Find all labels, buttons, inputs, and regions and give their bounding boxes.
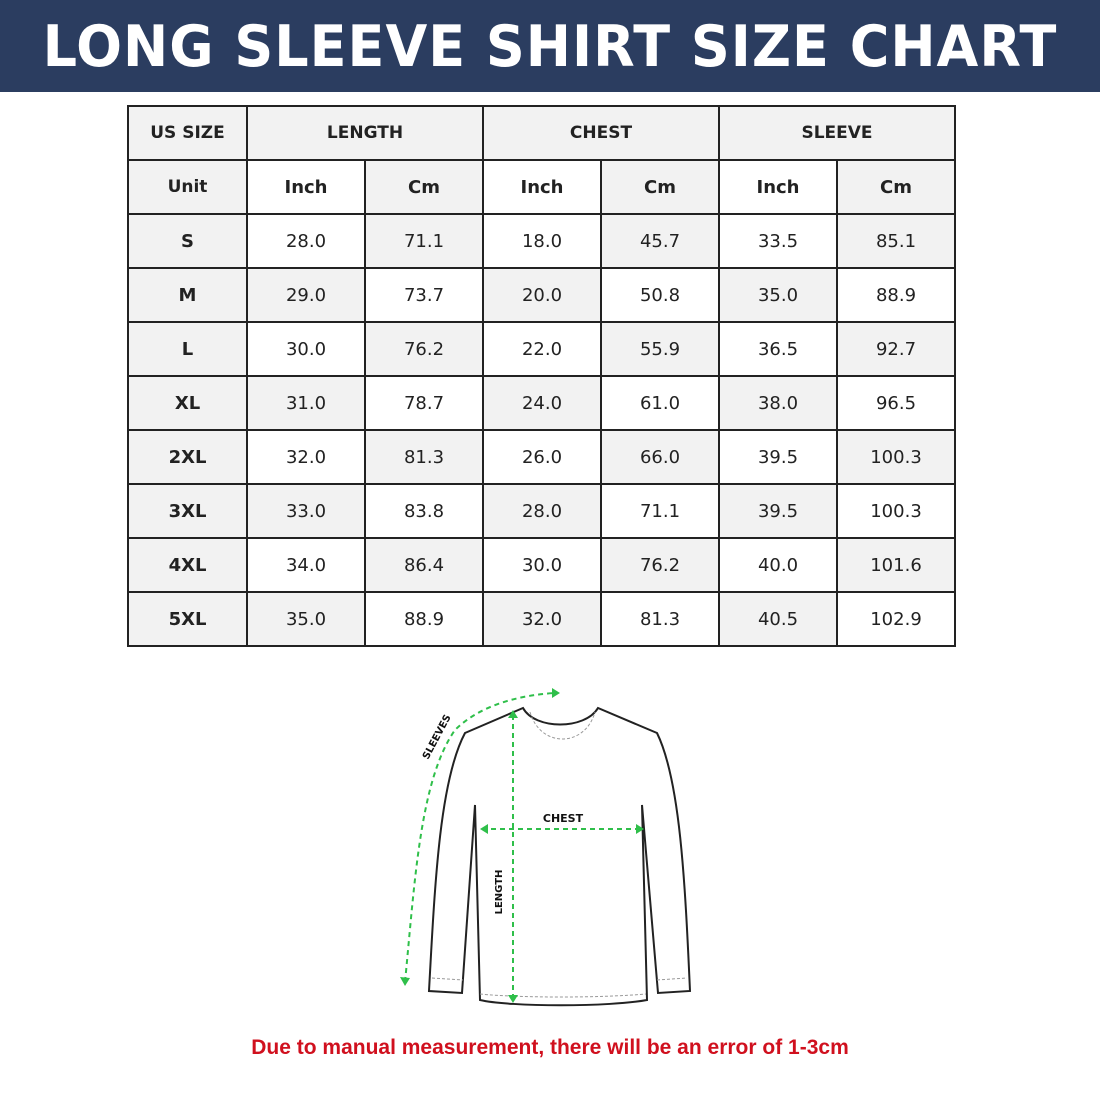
shirt-diagram: SLEEVES CHEST LENGTH — [400, 688, 692, 1007]
shirt-outline-icon — [427, 706, 692, 1007]
value-cell: 28.0 — [482, 483, 602, 539]
table-row: 2XL 32.0 81.3 26.0 66.0 39.5 100.3 — [127, 429, 956, 485]
value-cell: 100.3 — [836, 429, 956, 485]
value-cell: 102.9 — [836, 591, 956, 647]
value-cell: 73.7 — [364, 267, 484, 323]
unit-cell: Cm — [836, 159, 956, 215]
header-sleeve: SLEEVE — [718, 105, 956, 161]
value-cell: 76.2 — [600, 537, 720, 593]
value-cell: 20.0 — [482, 267, 602, 323]
value-cell: 50.8 — [600, 267, 720, 323]
table-row: L 30.0 76.2 22.0 55.9 36.5 92.7 — [127, 321, 956, 377]
sleeves-label: SLEEVES — [421, 713, 454, 761]
measurement-note: Due to manual measurement, there will be… — [251, 1036, 849, 1059]
value-cell: 61.0 — [600, 375, 720, 431]
title-banner: LONG SLEEVE SHIRT SIZE CHART — [0, 0, 1100, 92]
header-us-size: US SIZE — [127, 105, 248, 161]
size-cell: 3XL — [127, 483, 248, 539]
page-title: LONG SLEEVE SHIRT SIZE CHART — [42, 12, 1058, 80]
value-cell: 96.5 — [836, 375, 956, 431]
size-cell: XL — [127, 375, 248, 431]
value-cell: 86.4 — [364, 537, 484, 593]
value-cell: 66.0 — [600, 429, 720, 485]
value-cell: 38.0 — [718, 375, 838, 431]
value-cell: 85.1 — [836, 213, 956, 269]
value-cell: 92.7 — [836, 321, 956, 377]
value-cell: 35.0 — [246, 591, 366, 647]
size-cell: L — [127, 321, 248, 377]
table-row: 4XL 34.0 86.4 30.0 76.2 40.0 101.6 — [127, 537, 956, 593]
value-cell: 100.3 — [836, 483, 956, 539]
value-cell: 26.0 — [482, 429, 602, 485]
value-cell: 39.5 — [718, 483, 838, 539]
value-cell: 18.0 — [482, 213, 602, 269]
table-row: 5XL 35.0 88.9 32.0 81.3 40.5 102.9 — [127, 591, 956, 647]
unit-cell: Cm — [600, 159, 720, 215]
size-cell: 5XL — [127, 591, 248, 647]
value-cell: 45.7 — [600, 213, 720, 269]
size-cell: S — [127, 213, 248, 269]
header-chest: CHEST — [482, 105, 720, 161]
value-cell: 22.0 — [482, 321, 602, 377]
value-cell: 32.0 — [246, 429, 366, 485]
table-row: M 29.0 73.7 20.0 50.8 35.0 88.9 — [127, 267, 956, 323]
unit-label: Unit — [127, 159, 248, 215]
value-cell: 32.0 — [482, 591, 602, 647]
value-cell: 34.0 — [246, 537, 366, 593]
unit-cell: Inch — [482, 159, 602, 215]
value-cell: 39.5 — [718, 429, 838, 485]
value-cell: 78.7 — [364, 375, 484, 431]
header-length: LENGTH — [246, 105, 484, 161]
value-cell: 28.0 — [246, 213, 366, 269]
value-cell: 88.9 — [836, 267, 956, 323]
value-cell: 30.0 — [482, 537, 602, 593]
value-cell: 33.0 — [246, 483, 366, 539]
unit-cell: Cm — [364, 159, 484, 215]
value-cell: 31.0 — [246, 375, 366, 431]
size-cell: 2XL — [127, 429, 248, 485]
unit-cell: Inch — [246, 159, 366, 215]
header-row: US SIZE LENGTH CHEST SLEEVE — [127, 105, 956, 161]
value-cell: 71.1 — [364, 213, 484, 269]
value-cell: 35.0 — [718, 267, 838, 323]
length-label: LENGTH — [494, 870, 505, 915]
value-cell: 29.0 — [246, 267, 366, 323]
size-cell: 4XL — [127, 537, 248, 593]
value-cell: 30.0 — [246, 321, 366, 377]
value-cell: 40.5 — [718, 591, 838, 647]
value-cell: 81.3 — [600, 591, 720, 647]
value-cell: 83.8 — [364, 483, 484, 539]
value-cell: 76.2 — [364, 321, 484, 377]
size-cell: M — [127, 267, 248, 323]
table-row: 3XL 33.0 83.8 28.0 71.1 39.5 100.3 — [127, 483, 956, 539]
value-cell: 88.9 — [364, 591, 484, 647]
size-table: US SIZE LENGTH CHEST SLEEVE Unit Inch Cm… — [127, 105, 956, 647]
value-cell: 36.5 — [718, 321, 838, 377]
value-cell: 101.6 — [836, 537, 956, 593]
table-row: S 28.0 71.1 18.0 45.7 33.5 85.1 — [127, 213, 956, 269]
value-cell: 81.3 — [364, 429, 484, 485]
measure-arrows — [404, 692, 642, 998]
chest-label: CHEST — [543, 812, 584, 825]
value-cell: 71.1 — [600, 483, 720, 539]
arrowheads-icon — [400, 688, 644, 1003]
unit-cell: Inch — [718, 159, 838, 215]
value-cell: 40.0 — [718, 537, 838, 593]
value-cell: 24.0 — [482, 375, 602, 431]
table-row: XL 31.0 78.7 24.0 61.0 38.0 96.5 — [127, 375, 956, 431]
value-cell: 33.5 — [718, 213, 838, 269]
value-cell: 55.9 — [600, 321, 720, 377]
unit-row: Unit Inch Cm Inch Cm Inch Cm — [127, 159, 956, 215]
